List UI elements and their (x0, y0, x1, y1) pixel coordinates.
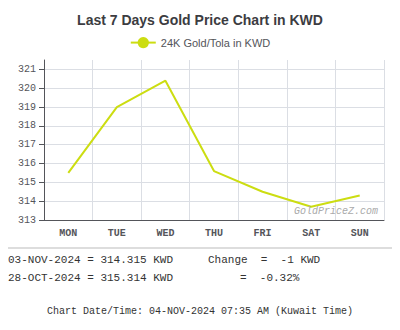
svg-text:316: 316 (18, 158, 36, 169)
svg-text:GoldPriceZ.com: GoldPriceZ.com (294, 206, 378, 217)
svg-text:= -0.32%: = -0.32% (240, 272, 300, 284)
svg-text:313: 313 (18, 215, 36, 226)
svg-text:317: 317 (18, 139, 36, 150)
svg-text:TUE: TUE (108, 228, 126, 239)
svg-text:318: 318 (18, 120, 36, 131)
svg-text:SUN: SUN (351, 228, 369, 239)
svg-text:319: 319 (18, 102, 36, 113)
svg-text:321: 321 (18, 64, 36, 75)
svg-text:SAT: SAT (302, 228, 320, 239)
svg-text:MON: MON (59, 228, 77, 239)
svg-text:THU: THU (205, 228, 223, 239)
svg-text:320: 320 (18, 83, 36, 94)
svg-text:03-NOV-2024 = 314.315 KWD: 03-NOV-2024 = 314.315 KWD (8, 254, 173, 266)
svg-text:WED: WED (156, 228, 174, 239)
svg-text:314: 314 (18, 196, 36, 207)
svg-text:24K Gold/Tola in KWD: 24K Gold/Tola in KWD (161, 37, 270, 49)
svg-text:315: 315 (18, 177, 36, 188)
svg-text:FRI: FRI (254, 228, 272, 239)
svg-text:Last 7 Days Gold Price Chart i: Last 7 Days Gold Price Chart in KWD (77, 12, 323, 28)
svg-text:Change = -1 KWD: Change = -1 KWD (208, 254, 321, 266)
svg-text:Chart Date/Time: 04-NOV-2024 0: Chart Date/Time: 04-NOV-2024 07:35 AM (K… (47, 306, 353, 317)
svg-text:28-OCT-2024 = 315.314 KWD: 28-OCT-2024 = 315.314 KWD (8, 272, 173, 284)
